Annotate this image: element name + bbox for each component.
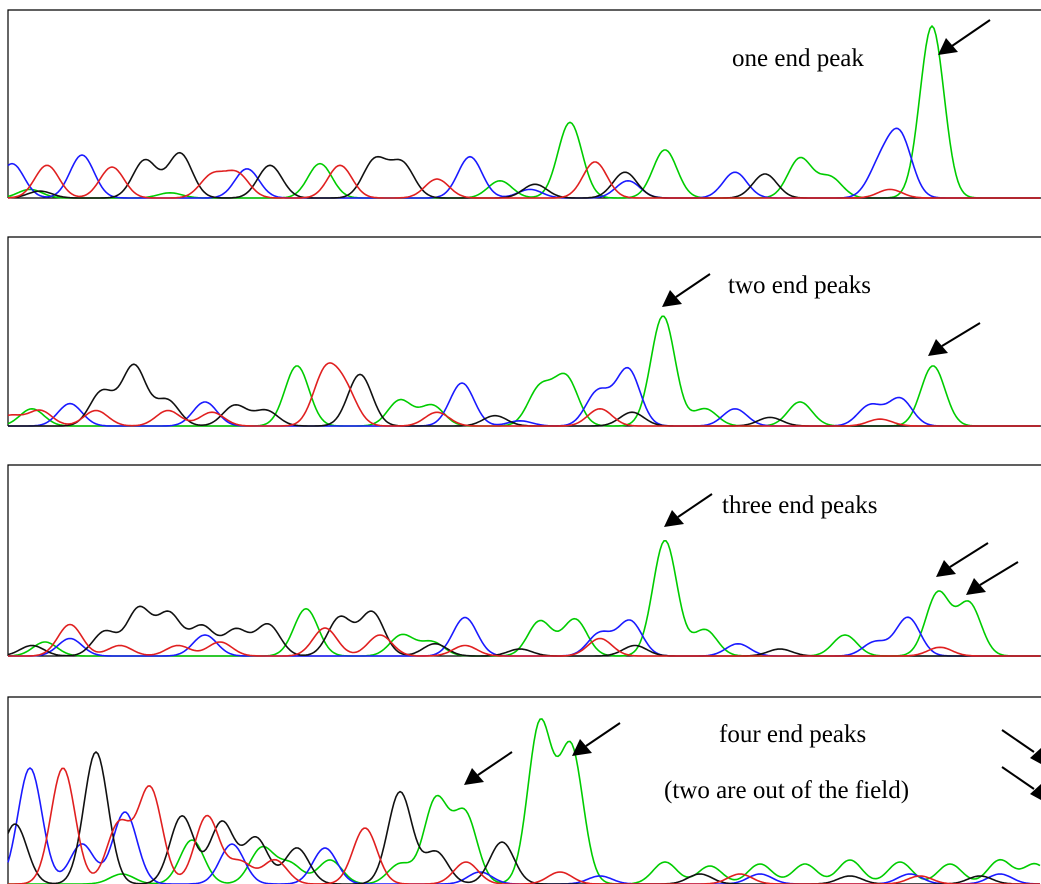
trace-series-1 xyxy=(8,366,1040,427)
chromatogram-panel-four-end-peaks: four end peaks (two are out of the field… xyxy=(7,696,1041,884)
arrow-icon xyxy=(938,19,991,55)
arrow-icon xyxy=(464,751,513,785)
arrow-icon xyxy=(662,273,711,307)
chromatogram-panel-two-end-peaks: two end peaks xyxy=(7,236,1041,427)
trace-series-2 xyxy=(8,363,1040,427)
trace-series-3 xyxy=(8,623,1040,657)
arrow-icon xyxy=(664,493,713,527)
trace-series-1 xyxy=(7,127,1040,199)
arrow-icon xyxy=(966,561,1019,595)
chromatogram-panel-one-end-peak: one end peak xyxy=(7,9,1041,199)
trace-series-2 xyxy=(7,151,1040,199)
trace-series-0 xyxy=(8,718,1041,884)
arrow-icon xyxy=(1001,766,1041,800)
trace-group xyxy=(7,540,1040,657)
panel-annotation: two end peaks xyxy=(728,272,871,299)
panel-frame xyxy=(7,9,1041,198)
arrow-icon xyxy=(1001,729,1041,764)
panel-annotation: four end peaks xyxy=(719,721,866,748)
trace-series-2 xyxy=(7,605,1040,657)
panel-annotation-secondary: (two are out of the field) xyxy=(664,777,909,804)
panel-frame xyxy=(7,464,1041,656)
chromatogram-panel-three-end-peaks: three end peaks xyxy=(7,464,1041,657)
trace-series-2 xyxy=(7,751,1040,884)
trace-series-0 xyxy=(7,25,1040,199)
arrow-icon xyxy=(572,722,621,756)
trace-group xyxy=(7,315,1040,427)
trace-series-3 xyxy=(7,362,1040,427)
trace-series-3 xyxy=(7,161,1040,199)
arrow-icon xyxy=(936,542,989,577)
panel-frame xyxy=(7,696,1041,884)
panel-frame xyxy=(7,236,1041,426)
trace-group xyxy=(7,25,1040,199)
panel-annotation: one end peak xyxy=(732,45,864,72)
arrow-icon xyxy=(928,322,981,356)
trace-series-0 xyxy=(7,540,1040,657)
panel-annotation: three end peaks xyxy=(722,492,877,519)
trace-series-0 xyxy=(7,315,1040,427)
